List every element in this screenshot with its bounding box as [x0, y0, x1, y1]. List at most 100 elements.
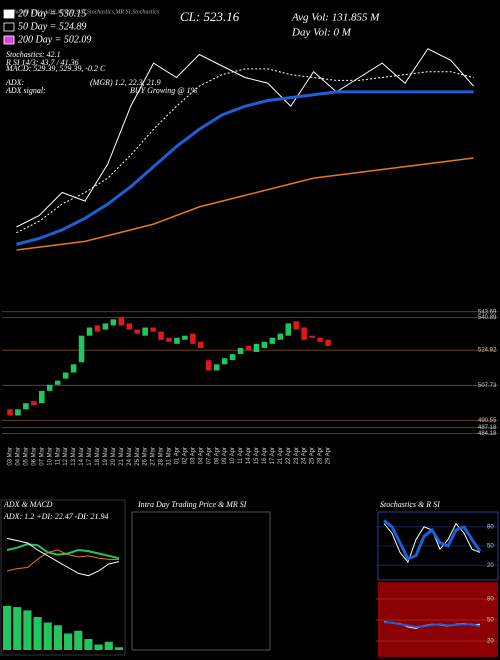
stat-line: BUY Growing @ 1% [130, 86, 198, 95]
candle-body [126, 323, 133, 330]
candle-body [253, 343, 260, 353]
stat-line: (MGR) 1.2, 22.3, 21.9 [90, 78, 161, 87]
histogram-bar [104, 641, 113, 650]
candle-body [205, 360, 212, 371]
x-tick-label: 21 Apr [278, 447, 284, 464]
candle-body [23, 403, 29, 410]
x-tick-label: 29 Apr [326, 447, 332, 464]
candle-body [309, 335, 315, 338]
x-tick-label: 24 Mar [127, 447, 133, 466]
series-line [6, 543, 120, 560]
y-tick-label: 20 [487, 639, 494, 645]
candle-body [158, 331, 164, 340]
x-tick-label: 02 Apr [182, 447, 188, 464]
histogram-bar [43, 622, 52, 650]
close-price: CL: 523.16 [180, 9, 240, 24]
x-tick-label: 03 Mar [8, 447, 14, 466]
y-tick-label: 50 [487, 544, 494, 550]
adx-panel [0, 499, 126, 656]
x-tick-label: 13 Mar [71, 447, 77, 466]
candle-body [261, 341, 268, 348]
series-line [16, 90, 474, 246]
candle-body [78, 335, 85, 363]
candle-body [62, 372, 69, 379]
series-line [6, 549, 119, 572]
header-line: 0.5%/500 EMA ADX,MACD,S SI,Stochastics,M… [6, 9, 160, 15]
stat-line: MACD: 529.39, 529.39, -0.2 C [5, 64, 106, 73]
y-tick-label: 507.73 [478, 383, 497, 389]
candle-body [86, 327, 93, 336]
panel-title: Stochastics & R SI [380, 500, 440, 509]
x-tick-label: 22 Apr [286, 447, 292, 464]
candle-body [198, 341, 204, 348]
candle-body [245, 345, 252, 350]
x-tick-label: 10 Mar [47, 447, 53, 466]
x-tick-label: 09 Apr [222, 447, 228, 464]
candle-body [277, 333, 284, 340]
legend-swatch [3, 9, 15, 19]
y-tick-label: 543.69 [478, 309, 497, 315]
candle-body [15, 409, 21, 416]
histogram-bar [53, 625, 62, 650]
candle-body [142, 327, 148, 336]
series-line [383, 621, 481, 629]
x-tick-label: 31 Mar [167, 447, 173, 466]
candle-body [182, 335, 188, 340]
candle-body [237, 347, 244, 355]
candle-body [102, 323, 109, 330]
intraday-title: Intra Day Trading Price & MR SI [137, 500, 247, 509]
x-tick-label: 18 Mar [95, 447, 101, 466]
stat-line: Stochastics: 42.1 [6, 50, 61, 59]
x-tick-label: 28 Apr [318, 447, 324, 464]
candle-body [285, 323, 292, 336]
x-tick-label: 14 Apr [246, 447, 252, 464]
candle-body [229, 354, 236, 361]
candle-body [221, 358, 228, 365]
panel-background [378, 582, 498, 657]
x-tick-label: 11 Apr [238, 447, 244, 464]
intraday-panel [131, 511, 271, 651]
candle-body [150, 327, 156, 332]
x-tick-label: 05 Mar [23, 447, 29, 466]
x-tick-label: 21 Mar [119, 447, 125, 466]
candle-body [31, 401, 37, 406]
histogram-bar [13, 607, 22, 650]
y-tick-label: 487.18 [478, 425, 497, 431]
y-tick-label: 540.89 [478, 315, 497, 321]
candle-body [70, 364, 77, 373]
histogram-bar [64, 633, 73, 650]
y-tick-label: 490.55 [478, 418, 497, 424]
candle-body [317, 337, 323, 342]
candle-body [54, 380, 61, 385]
x-tick-label: 15 Apr [254, 447, 260, 464]
histogram-bar [3, 606, 12, 650]
candle-body [190, 333, 196, 344]
series-line [16, 48, 474, 228]
legend-swatch [3, 35, 15, 45]
candle-body [293, 321, 300, 330]
x-tick-label: 23 Apr [294, 447, 300, 464]
x-tick-label: 26 Mar [143, 447, 149, 466]
candle-body [38, 390, 45, 404]
x-tick-label: 27 Mar [151, 447, 157, 466]
histogram-bar [23, 610, 32, 650]
stat-line: ADX signal: [5, 86, 46, 95]
candle-body [174, 337, 180, 344]
x-tick-label: 07 Apr [206, 447, 212, 464]
x-tick-label: 07 Mar [39, 447, 45, 466]
series-line [16, 68, 474, 234]
x-tick-label: 25 Mar [135, 447, 141, 466]
y-tick-label: 50 [487, 618, 494, 624]
candle-body [325, 339, 331, 346]
candle-body [166, 337, 172, 342]
day-volume: Day Vol: 0 M [291, 27, 352, 39]
x-tick-label: 17 Apr [270, 447, 276, 464]
candle-body [46, 384, 53, 391]
candle-body [301, 327, 307, 340]
legend-label: 20 Day = 530.15 [18, 8, 86, 19]
x-tick-label: 06 Mar [31, 447, 37, 466]
candle-body [269, 337, 276, 344]
legend-swatch [3, 22, 15, 32]
y-tick-label: 524.92 [478, 348, 497, 354]
